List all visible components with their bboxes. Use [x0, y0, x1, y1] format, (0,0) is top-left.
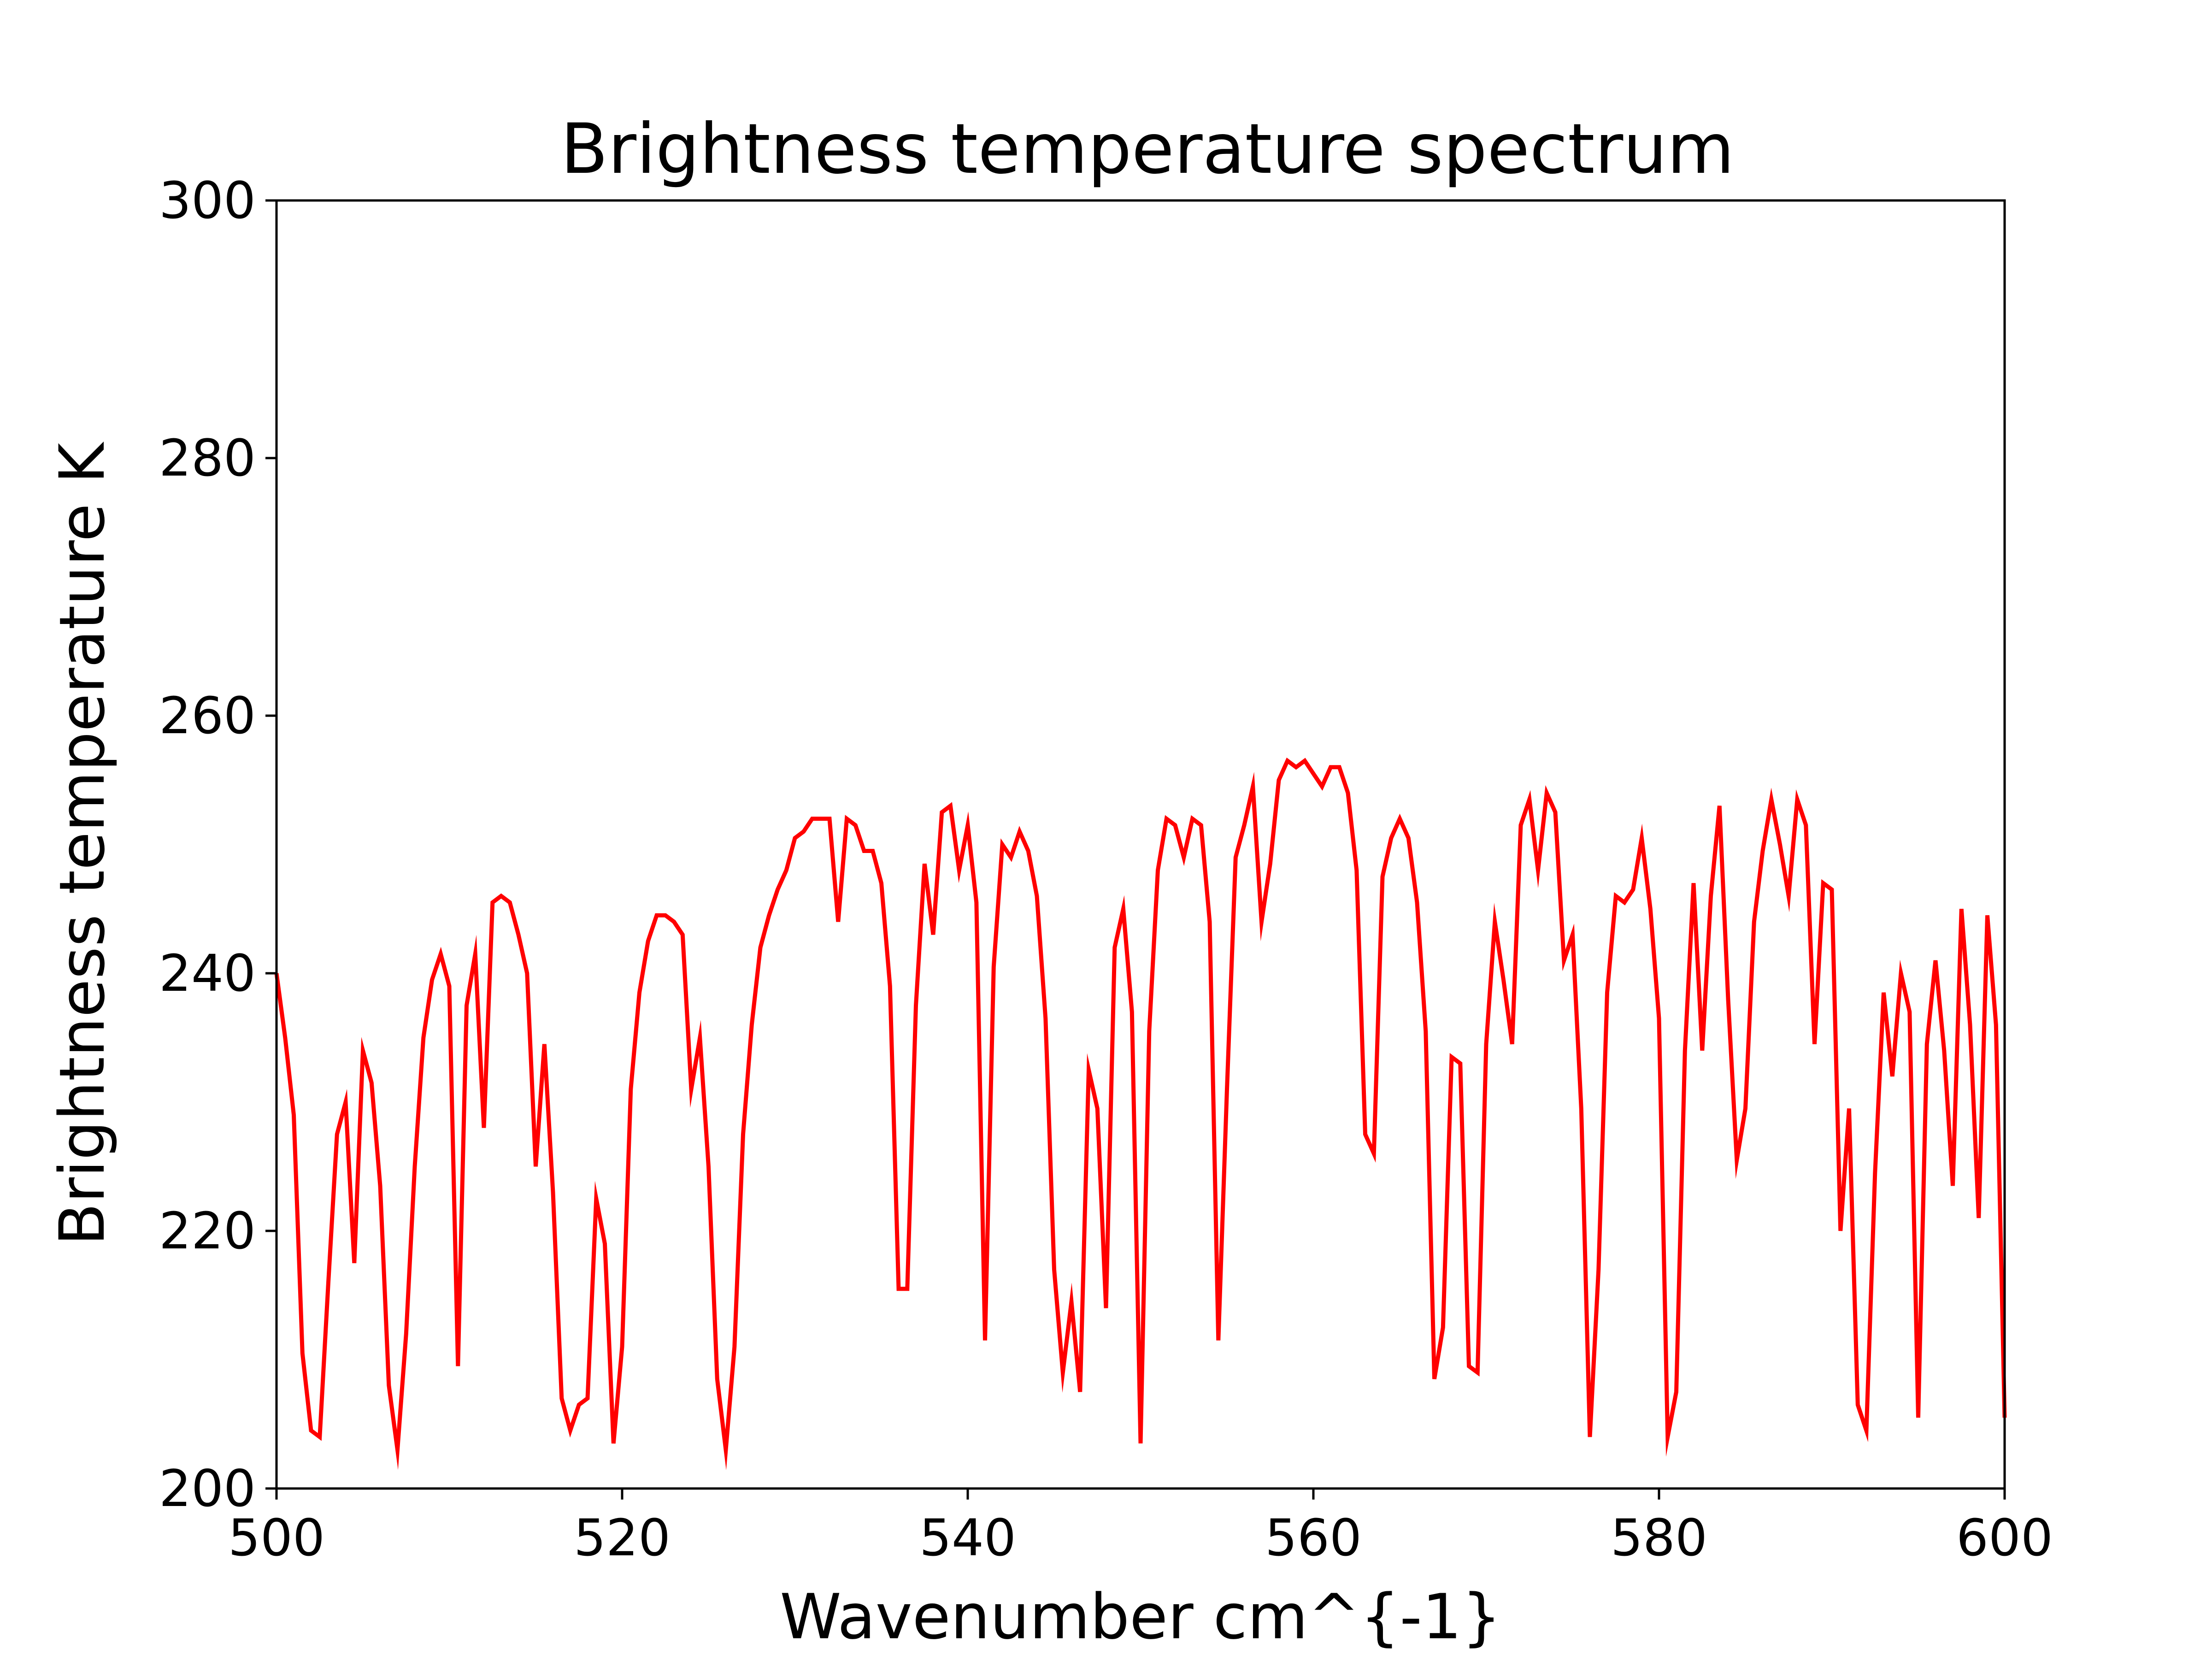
y-tick-label: 220	[159, 1201, 256, 1260]
y-axis-label: Brightness temperature K	[46, 441, 118, 1246]
x-axis-label: Wavenumber cm^{-1}	[780, 1581, 1501, 1653]
y-tick-label: 260	[159, 686, 256, 745]
x-tick-label: 600	[1956, 1508, 2053, 1567]
x-tick-label: 520	[574, 1508, 671, 1567]
x-tick-label: 540	[919, 1508, 1016, 1567]
x-tick-label: 500	[228, 1508, 325, 1567]
series-layer	[274, 757, 2007, 1471]
y-tick-label: 240	[159, 944, 256, 1003]
chart-title: Brightness temperature spectrum	[561, 109, 1735, 189]
y-tick-label: 280	[159, 429, 256, 488]
y-tick-label: 300	[159, 171, 256, 230]
x-tick-label: 580	[1611, 1508, 1707, 1567]
y-tick-label: 200	[159, 1459, 256, 1518]
series-line-0	[274, 757, 2007, 1471]
x-tick-label: 560	[1265, 1508, 1362, 1567]
plot-frame	[275, 199, 2006, 1490]
ticks-layer: 500 520 540 560 580 600 200 220 240 260 280 300	[159, 171, 2053, 1567]
